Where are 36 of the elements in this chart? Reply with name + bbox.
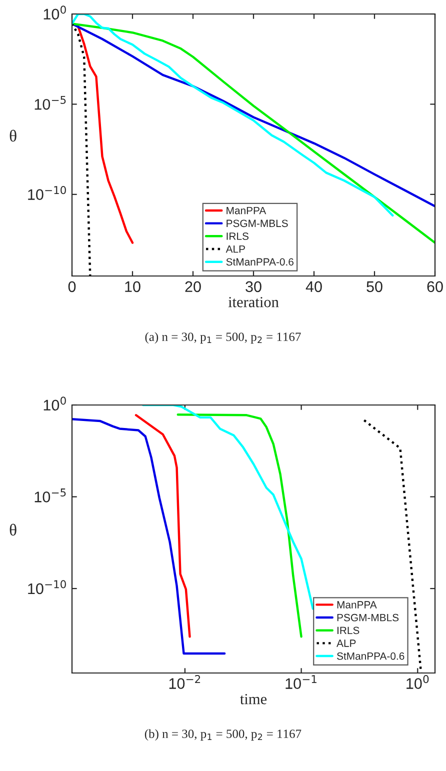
legend-label: StManPPA-0.6 bbox=[226, 258, 294, 266]
y-tick-label: 10$^{−10}$ bbox=[28, 580, 66, 594]
y-axis-title: θ bbox=[10, 130, 16, 142]
x-tick-label: 10$^{−2}$ bbox=[169, 675, 200, 689]
x-tick-label: 10$^{0}$ bbox=[406, 675, 429, 689]
x-tick-label: 20 bbox=[185, 281, 201, 292]
x-axis-title: iteration bbox=[228, 296, 279, 308]
x-tick-label: 0 bbox=[68, 281, 76, 292]
y-tick-label: 10$^{−5}$ bbox=[34, 488, 66, 502]
y-tick-label: 10$^{−10}$ bbox=[28, 186, 66, 200]
x-tick-label: 10 bbox=[125, 281, 140, 292]
x-axis-title: time bbox=[240, 694, 267, 704]
legend-label: ManPPA bbox=[226, 206, 266, 214]
x-tick-label: 60 bbox=[427, 281, 443, 292]
legend-label: IRLS bbox=[337, 626, 360, 634]
x-tick-label: 10$^{−1}$ bbox=[286, 675, 316, 689]
y-axis-title: θ bbox=[10, 524, 16, 536]
legend-label: StManPPA-0.6 bbox=[336, 652, 404, 660]
legend-label: ManPPA bbox=[337, 601, 377, 608]
y-tick-label: 10$^{0}$ bbox=[44, 396, 66, 411]
line-series bbox=[72, 14, 394, 217]
text: (a) n = 30, p$_{1}$ = 500, p$_{2}$ = 1167 bbox=[145, 332, 301, 344]
line-series bbox=[72, 22, 435, 208]
text: (b) n = 30, p$_{1}$ = 500, p$_{2}$ = 1167 bbox=[144, 729, 302, 741]
legend-label: ALP bbox=[336, 640, 356, 647]
legend-label: ALP bbox=[226, 245, 245, 253]
legend-label: IRLS bbox=[226, 232, 248, 240]
x-tick-label: 40 bbox=[306, 281, 322, 292]
line-series bbox=[72, 22, 435, 244]
legend-label: PSGM-MBLS bbox=[226, 220, 288, 228]
x-tick-label: 50 bbox=[366, 281, 382, 292]
y-tick-label: 10$^{−5}$ bbox=[34, 96, 66, 110]
x-tick-label: 30 bbox=[246, 281, 262, 292]
line-series bbox=[72, 22, 92, 276]
y-tick-label: 10$^{0}$ bbox=[44, 6, 66, 20]
legend-label: PSGM-MBLS bbox=[337, 614, 399, 622]
